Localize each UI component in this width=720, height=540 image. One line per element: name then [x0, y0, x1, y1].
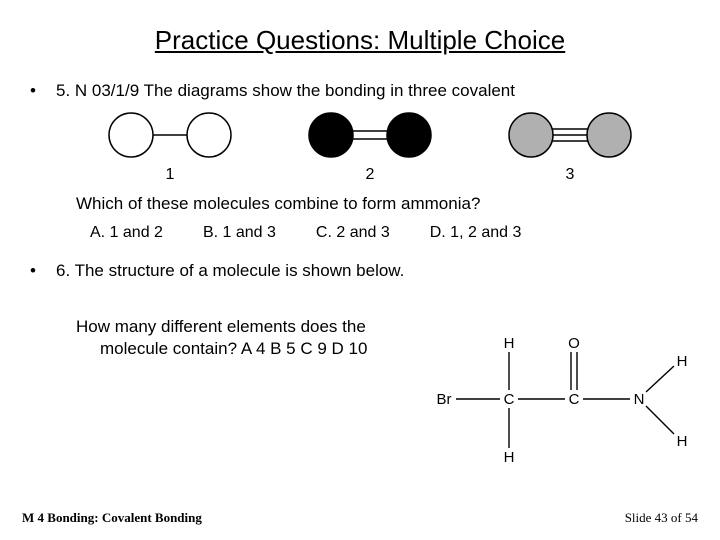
bond-diagrams: 1 2 3 [70, 110, 670, 184]
footer-right: Slide 43 of 54 [625, 510, 698, 526]
diagram-1: 1 [105, 110, 235, 184]
diagram-3: 3 [505, 110, 635, 184]
bullet-icon: • [30, 80, 56, 102]
atom-h: H [504, 449, 515, 466]
choice-c: C. 2 and 3 [316, 224, 390, 242]
atom-br: Br [437, 391, 452, 408]
molecule-1-svg [105, 110, 235, 160]
atom-n: N [634, 391, 645, 408]
molecule-structure: Br C C N H H O H H [424, 330, 694, 470]
molecule-3-svg [505, 110, 635, 160]
diagram-2-label: 2 [366, 166, 375, 184]
page-title: Practice Questions: Multiple Choice [30, 25, 690, 56]
choice-b: B. 1 and 3 [203, 224, 276, 242]
bullet-icon: • [30, 260, 56, 282]
diagram-2: 2 [305, 110, 435, 184]
atom-h: H [677, 353, 688, 370]
footer-left: M 4 Bonding: Covalent Bonding [22, 510, 202, 526]
molecule-2-svg [305, 110, 435, 160]
q5-row: • 5. N 03/1/9 The diagrams show the bond… [30, 80, 690, 102]
q5-subprompt: Which of these molecules combine to form… [76, 194, 690, 214]
atom-o: O [568, 335, 580, 352]
choice-a: A. 1 and 2 [90, 224, 163, 242]
q6-prompt: 6. The structure of a molecule is shown … [56, 260, 404, 282]
q6-line2: molecule contain? A 4 B 5 C 9 D 10 [100, 338, 406, 360]
q6-line1: How many different elements does the [76, 316, 406, 338]
atom-h: H [677, 433, 688, 450]
atom-c: C [504, 391, 515, 408]
q6-subtext: How many different elements does the mol… [76, 316, 406, 360]
atom-h: H [504, 335, 515, 352]
q6-row: • 6. The structure of a molecule is show… [30, 260, 690, 282]
diagram-1-label: 1 [166, 166, 175, 184]
q5-choices: A. 1 and 2 B. 1 and 3 C. 2 and 3 D. 1, 2… [90, 224, 690, 242]
diagram-3-label: 3 [566, 166, 575, 184]
atom-c: C [569, 391, 580, 408]
choice-d: D. 1, 2 and 3 [430, 224, 522, 242]
q5-prompt: 5. N 03/1/9 The diagrams show the bondin… [56, 80, 515, 102]
